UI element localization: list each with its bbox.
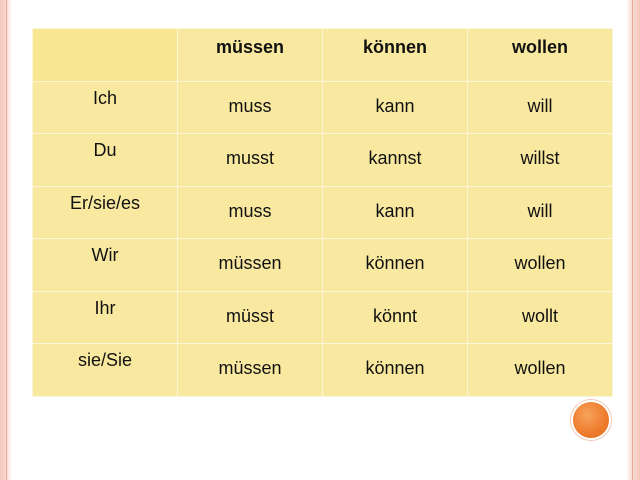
slide-frame-left bbox=[0, 0, 12, 480]
pronoun-cell: Er/sie/es bbox=[32, 185, 178, 239]
form-koennen-cell: können bbox=[322, 238, 468, 292]
header-empty-cell bbox=[32, 28, 178, 82]
header-muessen: müssen bbox=[177, 28, 323, 82]
form-wollen-cell: wollt bbox=[467, 290, 613, 344]
form-muessen-cell: musst bbox=[177, 133, 323, 187]
orange-circle-decoration bbox=[571, 400, 611, 440]
header-koennen: können bbox=[322, 28, 468, 82]
form-koennen-cell: können bbox=[322, 343, 468, 397]
table-row: Er/sie/es muss kann will bbox=[32, 185, 613, 239]
pronoun-cell: Wir bbox=[32, 238, 178, 292]
form-muessen-cell: müsst bbox=[177, 290, 323, 344]
form-muessen-cell: müssen bbox=[177, 343, 323, 397]
slide-frame-right bbox=[626, 0, 640, 480]
form-wollen-cell: will bbox=[467, 185, 613, 239]
modal-verbs-table: müssen können wollen Ich muss kann will … bbox=[32, 28, 613, 397]
table-row: Wir müssen können wollen bbox=[32, 238, 613, 292]
form-muessen-cell: muss bbox=[177, 185, 323, 239]
form-wollen-cell: wollen bbox=[467, 238, 613, 292]
header-wollen: wollen bbox=[467, 28, 613, 82]
form-koennen-cell: kannst bbox=[322, 133, 468, 187]
table-row: sie/Sie müssen können wollen bbox=[32, 343, 613, 397]
form-muessen-cell: muss bbox=[177, 80, 323, 134]
form-wollen-cell: will bbox=[467, 80, 613, 134]
form-koennen-cell: könnt bbox=[322, 290, 468, 344]
form-koennen-cell: kann bbox=[322, 80, 468, 134]
table-row: Ich muss kann will bbox=[32, 80, 613, 134]
table-row: Ihr müsst könnt wollt bbox=[32, 290, 613, 344]
table-header-row: müssen können wollen bbox=[32, 28, 613, 82]
pronoun-cell: sie/Sie bbox=[32, 343, 178, 397]
pronoun-cell: Du bbox=[32, 133, 178, 187]
table-row: Du musst kannst willst bbox=[32, 133, 613, 187]
pronoun-cell: Ihr bbox=[32, 290, 178, 344]
form-wollen-cell: wollen bbox=[467, 343, 613, 397]
form-muessen-cell: müssen bbox=[177, 238, 323, 292]
form-koennen-cell: kann bbox=[322, 185, 468, 239]
pronoun-cell: Ich bbox=[32, 80, 178, 134]
form-wollen-cell: willst bbox=[467, 133, 613, 187]
